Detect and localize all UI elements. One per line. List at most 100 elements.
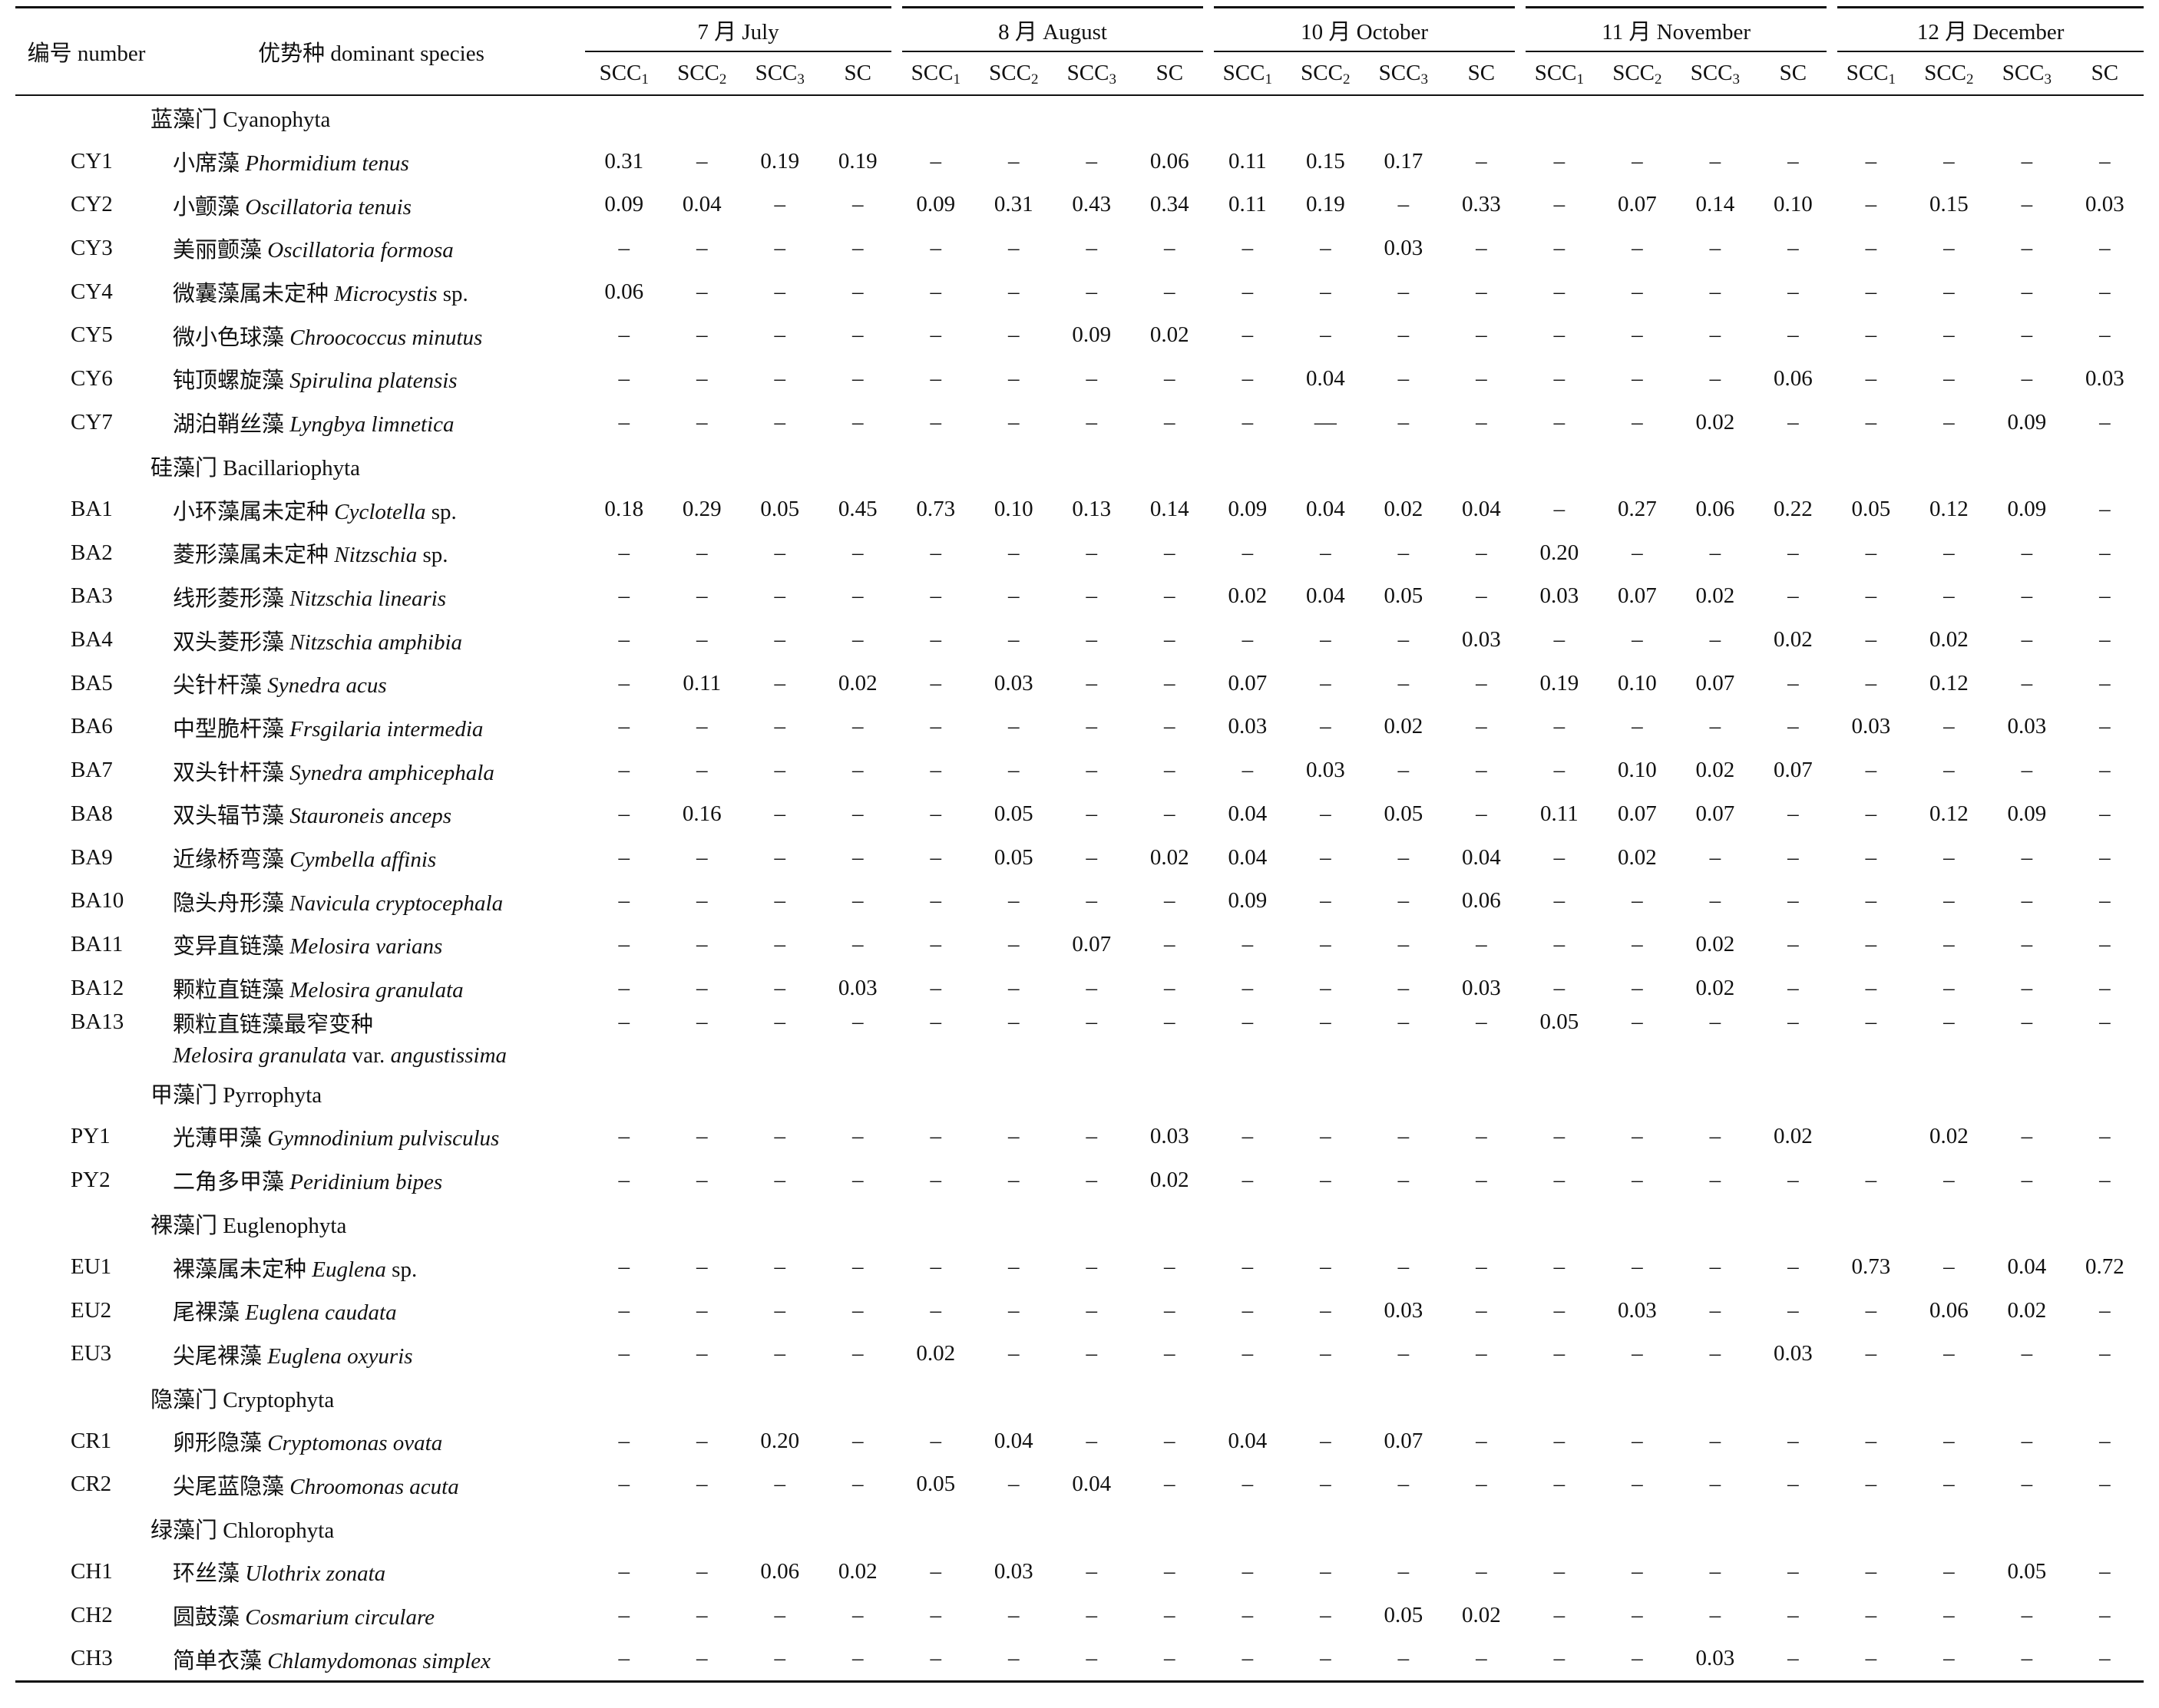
value-cell: –	[2099, 888, 2111, 913]
value-cell: 0.72	[2085, 1254, 2124, 1280]
value-cell: –	[2021, 279, 2033, 304]
value-cell: 0.02	[1149, 844, 1189, 870]
species-column-header: 优势种 dominant species	[157, 6, 585, 96]
value-cell: –	[1787, 1428, 1799, 1453]
value-cell: –	[1397, 365, 1410, 391]
value-cell: –	[930, 975, 942, 1000]
value-cell: –	[1008, 365, 1020, 391]
value-cell: –	[1086, 758, 1098, 783]
species-code: CY5	[71, 322, 113, 348]
value-cell: –	[1709, 148, 1721, 173]
value-cell: –	[1909, 1637, 1989, 1683]
value-cell: 0.45	[838, 497, 878, 522]
value-cell: 0.02	[1929, 1123, 1969, 1148]
value-cell: –	[1943, 279, 1955, 304]
value-cell: –	[1286, 1637, 1365, 1683]
value-cell: –	[1397, 1558, 1410, 1584]
value-cell: 0.07	[1617, 801, 1657, 826]
site-header-december-4: SC	[2065, 51, 2144, 96]
value-cell: –	[852, 235, 864, 260]
value-cell: 0.06	[1773, 365, 1813, 391]
dominant-species-table: 编号 number 优势种 dominant species 7 月 July …	[15, 6, 2144, 1683]
species-name-cell: 颗粒直链藻最窄变种 Melosira granulata var. angust…	[157, 1009, 585, 1071]
value-cell: –	[1754, 1637, 1833, 1683]
month-header-october: 10 月 October	[1203, 6, 1521, 52]
value-cell: –	[1787, 409, 1799, 434]
species-latin-name: Chroococcus minutus	[289, 325, 483, 350]
value-cell: –	[1086, 235, 1098, 260]
value-cell: –	[1320, 975, 1331, 1000]
site-label: SCC	[989, 61, 1031, 85]
value-cell: –	[1476, 583, 1487, 609]
value-cell: –	[852, 714, 864, 739]
header-row-sites: SCC1 SCC2 SCC3 SC SCC1 SCC2 SCC3 SC SCC1 SCC2 SCC3…	[15, 51, 2144, 96]
value-cell: –	[852, 844, 864, 870]
site-subscript: 2	[1655, 71, 1662, 88]
value-cell: 0.07	[1228, 670, 1268, 695]
site-label: SCC	[599, 61, 642, 85]
value-cell: –	[2099, 1472, 2111, 1497]
phylum-row: 甲藻门 Pyrrophyta	[15, 1071, 2144, 1115]
species-latin-name: Cryptomonas ovata	[267, 1431, 443, 1456]
value-cell: –	[1709, 1341, 1721, 1366]
species-latin-name: Synedra acus	[267, 673, 387, 699]
species-code: PY2	[71, 1167, 111, 1192]
value-cell: –	[852, 1602, 864, 1627]
value-cell: –	[852, 1428, 864, 1453]
value-cell: –	[1709, 365, 1721, 391]
value-cell: –	[1632, 1602, 1643, 1627]
value-cell: 0.17	[1384, 148, 1423, 173]
value-cell: –	[1865, 1297, 1877, 1323]
value-cell: 0.04	[1305, 583, 1345, 609]
value-cell: –	[1943, 583, 1955, 609]
species-name-cell: 颗粒直链藻 Melosira granulata	[157, 966, 585, 1010]
table-row: BA5 尖针杆藻 Synedra acus – 0.11 – 0.02 – 0.03 – – 0.0…	[15, 662, 2144, 705]
value-cell: –	[1008, 409, 1020, 434]
value-cell: –	[930, 844, 942, 870]
value-cell: 0.27	[1617, 497, 1657, 522]
value-cell: –	[1086, 1341, 1098, 1366]
value-cell: –	[1865, 1009, 1877, 1035]
species-chinese-name: 小颤藻	[173, 194, 240, 220]
species-code: BA3	[71, 583, 113, 609]
value-cell: –	[1943, 148, 1955, 173]
value-cell: –	[618, 844, 630, 870]
table-header: 编号 number 优势种 dominant species 7 月 July …	[15, 6, 2144, 96]
value-cell: –	[696, 627, 708, 652]
value-cell: 0.07	[1695, 670, 1735, 695]
species-code: CH3	[15, 1637, 157, 1683]
value-cell: –	[1632, 1123, 1643, 1148]
value-cell: 0.02	[1773, 1123, 1813, 1148]
species-code: CY7	[71, 409, 113, 434]
species-latin-name: Euglena	[312, 1257, 386, 1282]
value-cell: 0.12	[1929, 670, 1969, 695]
value-cell: 0.03	[2085, 192, 2124, 217]
value-cell: –	[1943, 365, 1955, 391]
value-cell: –	[2021, 1602, 2033, 1627]
table-row: EU2 尾裸藻 Euglena caudata – – – – – – – – – – 0.03 – – 0.…	[15, 1289, 2144, 1333]
species-qualifier: sp.	[425, 499, 457, 524]
species-latin-name: Peridinium bipes	[289, 1170, 443, 1195]
species-latin-name: Frsgilaria intermedia	[289, 716, 484, 742]
table-row: BA6 中型脆杆藻 Frsgilaria intermedia – – – – – – – – 0.…	[15, 705, 2144, 749]
value-cell: 0.05	[760, 497, 800, 522]
value-cell: –	[1476, 801, 1487, 826]
value-cell: –	[1086, 670, 1098, 695]
value-cell: –	[852, 758, 864, 783]
value-cell: –	[774, 627, 786, 652]
species-latin-name: Nitzschia linearis	[289, 586, 447, 611]
value-cell: –	[1632, 409, 1643, 434]
species-code: BA5	[71, 670, 113, 695]
value-cell: –	[1242, 931, 1254, 956]
species-name-cell: 隐头舟形藻 Navicula cryptocephala	[157, 879, 585, 923]
value-cell: –	[1242, 1341, 1254, 1366]
species-chinese-name: 尖针杆藻	[173, 673, 263, 699]
value-cell: –	[2099, 844, 2111, 870]
value-cell: –	[1164, 1254, 1175, 1280]
value-cell: 0.03	[2085, 365, 2124, 391]
value-cell: –	[2099, 758, 2111, 783]
value-cell: –	[1442, 1637, 1521, 1683]
value-cell: –	[1553, 1472, 1566, 1497]
value-cell: 0.15	[1305, 148, 1345, 173]
species-name-cell: 尖尾蓝隐藻 Chroomonas acuta	[157, 1463, 585, 1507]
